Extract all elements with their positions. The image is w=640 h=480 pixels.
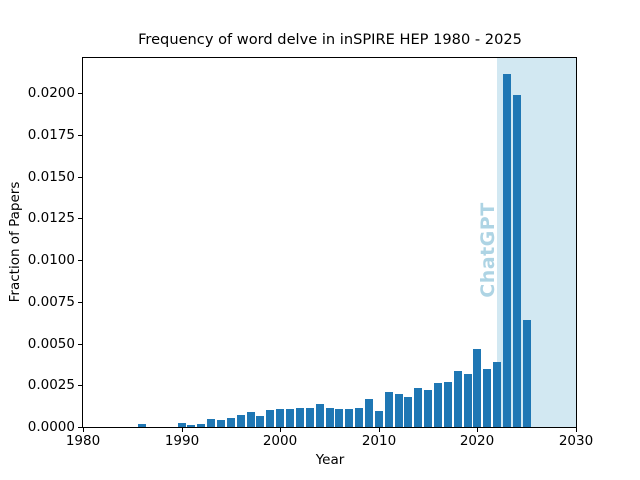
bar-2025 <box>523 320 531 427</box>
bar-2021 <box>483 369 491 427</box>
bar-2003 <box>306 408 314 427</box>
chatgpt-annotation: ChatGPT <box>477 202 499 298</box>
bar-2014 <box>414 388 422 427</box>
y-tick <box>78 93 82 94</box>
plot-area <box>82 57 577 428</box>
y-axis-label: Fraction of Papers <box>7 181 23 303</box>
y-tick <box>78 427 82 428</box>
bar-1986 <box>138 424 146 427</box>
bar-2005 <box>326 408 334 427</box>
bar-1990 <box>178 423 186 427</box>
bar-2013 <box>404 397 412 427</box>
y-tick <box>78 218 82 219</box>
bar-1991 <box>187 425 195 427</box>
y-tick <box>78 344 82 345</box>
x-tick-label: 2010 <box>361 433 397 449</box>
x-axis-label: Year <box>315 452 345 468</box>
bar-2001 <box>286 409 294 427</box>
y-tick-label: 0.0100 <box>27 252 75 268</box>
bar-1992 <box>197 424 205 427</box>
bar-2002 <box>296 408 304 427</box>
bar-2009 <box>365 399 373 427</box>
x-tick <box>576 428 577 432</box>
bar-2012 <box>395 394 403 427</box>
y-tick <box>78 302 82 303</box>
y-tick-label: 0.0000 <box>27 419 75 435</box>
bar-1994 <box>217 420 225 427</box>
bar-1997 <box>247 412 255 427</box>
bar-2019 <box>464 374 472 427</box>
x-tick <box>477 428 478 432</box>
bar-1995 <box>227 418 235 427</box>
x-tick <box>83 428 84 432</box>
bar-2008 <box>355 408 363 427</box>
y-tick-label: 0.0075 <box>27 294 75 310</box>
bar-2007 <box>345 409 353 427</box>
x-tick-label: 2030 <box>558 433 594 449</box>
bar-2016 <box>434 383 442 427</box>
x-tick-label: 2000 <box>262 433 298 449</box>
bar-2011 <box>385 392 393 427</box>
bar-2017 <box>444 382 452 427</box>
bar-1998 <box>256 416 264 427</box>
y-tick-label: 0.0150 <box>27 169 75 185</box>
y-tick <box>78 135 82 136</box>
bar-1999 <box>266 410 274 427</box>
y-tick-label: 0.0050 <box>27 336 75 352</box>
y-tick-label: 0.0200 <box>27 85 75 101</box>
x-tick <box>182 428 183 432</box>
x-tick <box>379 428 380 432</box>
bar-2006 <box>335 409 343 427</box>
bar-1996 <box>237 415 245 427</box>
bar-2023 <box>503 74 511 427</box>
y-tick-label: 0.0175 <box>27 127 75 143</box>
x-tick-label: 1990 <box>164 433 200 449</box>
x-tick <box>280 428 281 432</box>
bar-2024 <box>513 95 521 427</box>
y-tick-label: 0.0025 <box>27 377 75 393</box>
bar-2018 <box>454 371 462 427</box>
bar-2004 <box>316 404 324 427</box>
y-tick-label: 0.0125 <box>27 210 75 226</box>
x-tick-label: 1980 <box>65 433 101 449</box>
y-tick <box>78 385 82 386</box>
bar-2010 <box>375 411 383 427</box>
bar-2022 <box>493 362 501 427</box>
chart-title: Frequency of word delve in inSPIRE HEP 1… <box>138 31 522 48</box>
y-tick <box>78 177 82 178</box>
bar-2000 <box>276 409 284 427</box>
x-tick-label: 2020 <box>459 433 495 449</box>
bar-2015 <box>424 390 432 427</box>
bar-2020 <box>473 349 481 427</box>
bar-1993 <box>207 419 215 427</box>
y-tick <box>78 260 82 261</box>
